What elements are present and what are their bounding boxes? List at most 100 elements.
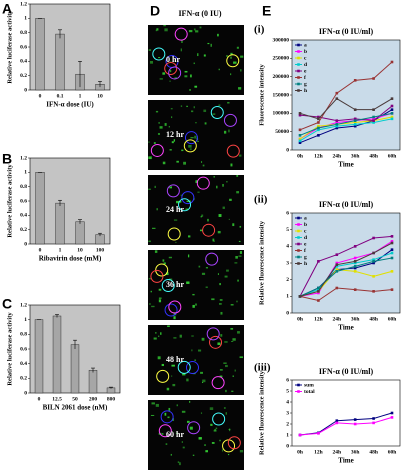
bar <box>55 33 65 91</box>
cell-signal <box>219 283 221 286</box>
marker <box>372 251 375 255</box>
cell-signal <box>207 218 209 222</box>
y-tick-label: 0 <box>286 147 289 153</box>
cell-signal <box>218 68 220 71</box>
cell-signal <box>176 200 180 204</box>
legend-label: h <box>304 261 307 267</box>
cell-signal <box>225 412 227 415</box>
cell-signal <box>186 378 189 382</box>
legend-marker <box>297 249 300 252</box>
panel-label: B <box>2 151 12 167</box>
cell-outline <box>161 279 175 293</box>
cell-signal <box>217 230 221 234</box>
cell-signal <box>238 255 242 257</box>
cell-signal <box>175 241 177 243</box>
cell-signal <box>188 235 191 238</box>
x-tick-label: 12h <box>314 316 323 322</box>
cell-signal <box>153 142 156 144</box>
marker <box>353 260 357 263</box>
x-tick-label: 800 <box>107 396 116 402</box>
chart-title: IFN-α (0 IU/ml) <box>319 200 374 209</box>
y-tick-label: 1.2 <box>20 1 27 7</box>
cell-signal <box>225 389 227 393</box>
cell-signal <box>193 106 195 109</box>
cell-signal <box>237 279 239 282</box>
cell-signal <box>194 85 198 88</box>
cell-signal <box>200 371 203 374</box>
x-axis-label: Time <box>338 457 353 465</box>
y-tick-label: 1 <box>24 317 27 323</box>
marker <box>317 290 320 293</box>
x-axis-label: Ribavirin dose (mM) <box>39 255 102 263</box>
cell-outline <box>168 300 182 314</box>
marker <box>335 265 339 268</box>
cell-signal <box>234 262 238 264</box>
cell-signal <box>172 418 174 421</box>
cell-signal <box>170 375 173 377</box>
series-line <box>299 61 393 131</box>
marker <box>390 115 394 119</box>
cell-signal <box>194 303 198 306</box>
marker <box>372 115 375 119</box>
marker <box>390 241 394 245</box>
cell-signal <box>219 439 221 442</box>
cell-signal <box>148 277 152 280</box>
x-tick-label: 36h <box>351 449 360 455</box>
marker <box>390 97 394 100</box>
legend-marker <box>297 255 300 259</box>
legend-label: f <box>304 75 306 81</box>
cell-outline <box>164 62 178 76</box>
cell-signal <box>155 332 157 334</box>
marker <box>353 79 357 82</box>
y-tick-label: 1 <box>286 294 289 300</box>
cell-signal <box>148 156 152 160</box>
y-tick-label: 3 <box>286 260 289 266</box>
cell-signal <box>200 215 202 218</box>
cell-signal <box>217 342 221 345</box>
cell-signal <box>153 337 157 340</box>
series-line <box>299 242 393 297</box>
marker <box>298 139 302 143</box>
marker <box>390 60 394 64</box>
cell-signal <box>169 80 171 82</box>
x-tick-label: 0.1 <box>57 93 64 99</box>
x-tick-label: 36h <box>351 153 360 159</box>
cell-signal <box>220 311 223 315</box>
cell-signal <box>228 218 230 220</box>
bar <box>35 18 45 91</box>
cell-signal <box>150 290 152 293</box>
y-tick-label: 0.4 <box>20 213 27 219</box>
cell-signal <box>160 332 162 335</box>
cell-signal <box>202 164 205 167</box>
timepoint-label: 0 hr <box>166 55 180 64</box>
cell-signal <box>230 56 232 59</box>
cell-signal <box>171 364 175 367</box>
cell-signal <box>198 265 201 268</box>
x-tick-label: 36h <box>351 316 360 322</box>
cell-signal <box>231 390 234 392</box>
cell-signal <box>239 356 243 359</box>
bar <box>75 221 85 245</box>
cell-signal <box>225 55 229 57</box>
panel-label: A <box>2 1 12 17</box>
cell-signal <box>188 30 193 33</box>
y-tick-label: 4 <box>286 399 289 405</box>
y-tick-label: 1 <box>24 170 27 176</box>
cell-signal <box>157 133 161 135</box>
cell-signal <box>166 387 170 391</box>
legend-marker <box>297 89 300 92</box>
cell-signal <box>169 149 172 151</box>
cell-outline <box>177 360 191 374</box>
cell-signal <box>170 453 173 456</box>
cell-signal <box>186 420 190 423</box>
cell-signal <box>185 208 189 210</box>
cell-outline <box>226 144 240 158</box>
cell-signal <box>211 298 215 301</box>
marker <box>335 263 339 266</box>
cell-outline <box>178 198 192 212</box>
cell-outline <box>156 369 170 383</box>
cell-signal <box>209 407 214 410</box>
series-line <box>299 116 393 140</box>
cell-signal <box>222 183 224 187</box>
x-tick-label: 0 <box>39 247 42 253</box>
